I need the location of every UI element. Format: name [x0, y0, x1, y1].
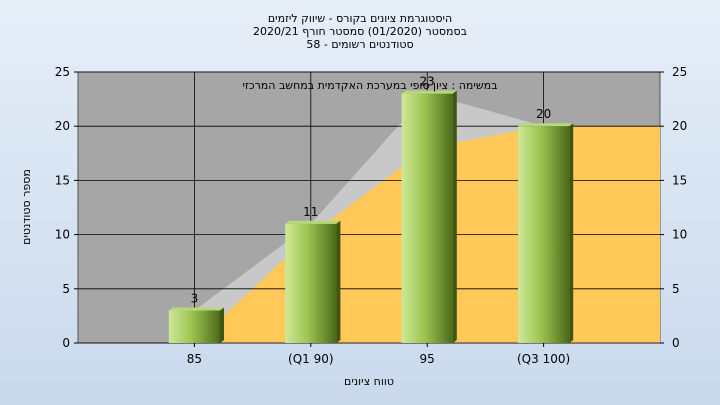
y-tick-label-left-20: 20: [55, 119, 70, 133]
y-tick-label-right-15: 15: [672, 173, 687, 187]
bar-side-0: [220, 307, 225, 343]
y-tick-label-right-10: 10: [672, 228, 687, 242]
y-tick-label-right-25: 25: [672, 65, 687, 79]
y-tick-label-right-5: 5: [672, 282, 680, 296]
x-tick-label-3: (Q3 100): [517, 352, 570, 366]
y-tick-label-left-5: 5: [62, 282, 70, 296]
y-axis-right: 0 5 10 15 20 25: [660, 65, 687, 350]
x-axis-title: טווח ציונים: [344, 375, 394, 388]
y-tick-label-left-25: 25: [55, 65, 70, 79]
bar-top-2: [401, 90, 457, 94]
y-tick-label-right-0: 0: [672, 336, 680, 350]
bar-0: [168, 310, 221, 343]
chart-title-line-1: היסטוגרמת ציונים בקורס - שיווק ליזמים: [268, 12, 452, 25]
data-label-3: 20: [536, 107, 551, 121]
bar-2: [401, 93, 453, 344]
bar-side-1: [336, 220, 341, 343]
y-tick-label-left-0: 0: [62, 336, 70, 350]
chart-title-line-3: סטודנטים רשומים - 58: [306, 38, 413, 51]
bar-3: [517, 126, 570, 343]
chart-annotation: במשימה : ציון סופי במערכת האקדמית במחשב …: [243, 79, 498, 92]
y-tick-label-right-20: 20: [672, 119, 687, 133]
x-axis: 85 (Q1 90) 95 (Q3 100): [187, 343, 570, 366]
y-tick-label-left-15: 15: [55, 173, 70, 187]
y-axis-title: מספר סטודנטים: [20, 169, 33, 245]
bar-layer: [168, 90, 574, 344]
data-label-1: 11: [303, 205, 318, 219]
bar-top-0: [168, 307, 225, 311]
y-axis-left: 0 5 10 15 20 25: [55, 65, 78, 350]
data-label-layer: 3 11 23 20: [191, 75, 552, 306]
bar-top-1: [285, 220, 341, 224]
chart-title-line-2: בסמסטר (01/2020) סמסטר חורף 2020/21: [253, 25, 467, 38]
bar-side-3: [569, 123, 574, 343]
data-label-2: 23: [420, 75, 435, 89]
bar-top-3: [517, 123, 574, 127]
bar-side-2: [452, 90, 457, 344]
bar-1: [285, 223, 337, 343]
y-tick-label-left-10: 10: [55, 228, 70, 242]
x-tick-label-2: 95: [420, 352, 435, 366]
x-tick-label-1: (Q1 90): [288, 352, 334, 366]
data-label-0: 3: [191, 291, 199, 305]
x-tick-label-0: 85: [187, 352, 202, 366]
